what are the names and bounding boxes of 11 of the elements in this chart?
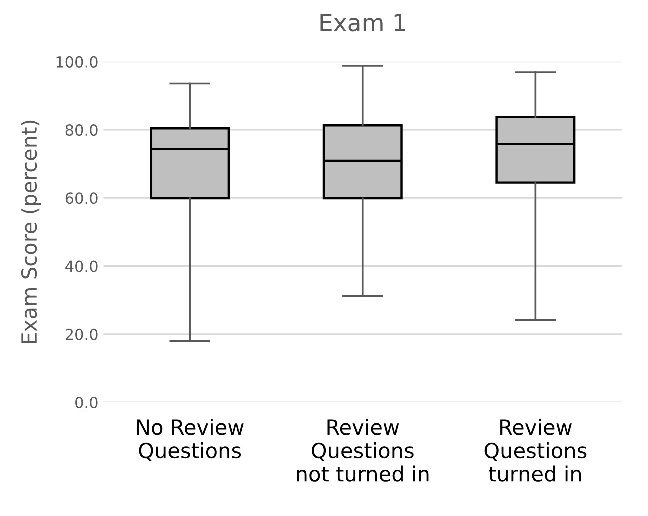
chart-title: Exam 1 <box>320 14 406 32</box>
y-tick-label: 0.0 <box>76 396 98 408</box>
y-tick-label: 60.0 <box>66 192 98 204</box>
y-axis-title: Exam Score (percent) <box>21 120 42 344</box>
x-tick-label: Review Questions not turned in <box>297 419 429 482</box>
x-tick-label: No Review Questions <box>137 419 244 461</box>
x-tick-label: Review Questions turned in <box>484 419 587 482</box>
y-tick-label: 40.0 <box>66 260 98 272</box>
y-tick-label: 80.0 <box>66 124 98 136</box>
y-tick-label: 100.0 <box>56 56 98 68</box>
y-tick-label: 20.0 <box>66 328 98 340</box>
